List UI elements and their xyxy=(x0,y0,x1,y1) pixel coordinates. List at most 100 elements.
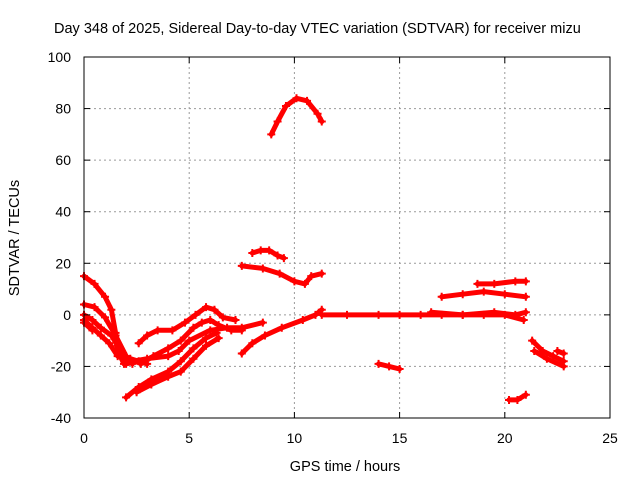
series-track-7 xyxy=(136,316,246,368)
data-point xyxy=(176,367,185,376)
x-tick-label: 25 xyxy=(602,430,618,446)
data-point xyxy=(521,308,530,317)
data-point xyxy=(490,279,499,288)
data-point xyxy=(134,339,143,348)
data-point xyxy=(202,303,211,312)
x-tick-label: 5 xyxy=(185,430,193,446)
series-line xyxy=(474,278,529,287)
data-point xyxy=(317,310,326,319)
y-tick-label: 0 xyxy=(63,307,71,323)
data-point xyxy=(143,331,152,340)
data-point xyxy=(136,359,145,368)
data-point xyxy=(122,359,131,368)
data-point xyxy=(90,303,99,312)
data-point xyxy=(197,318,206,327)
data-point xyxy=(210,305,219,314)
data-point xyxy=(317,117,326,126)
series-track-16 xyxy=(374,359,404,374)
x-tick-label: 20 xyxy=(497,430,513,446)
data-point xyxy=(248,248,257,257)
data-point xyxy=(96,323,105,332)
data-point xyxy=(511,310,520,319)
y-tick-label: -40 xyxy=(51,410,71,426)
data-point xyxy=(490,308,499,317)
data-point xyxy=(185,336,194,345)
data-point xyxy=(189,323,198,332)
data-point xyxy=(202,334,211,343)
data-point xyxy=(174,346,183,355)
series-track-17 xyxy=(437,287,530,301)
x-tick-label: 0 xyxy=(80,430,88,446)
data-point xyxy=(237,261,246,270)
data-point xyxy=(168,326,177,335)
data-point xyxy=(395,365,404,374)
data-point xyxy=(277,323,286,332)
data-point xyxy=(237,326,246,335)
x-tick-label: 10 xyxy=(287,430,303,446)
data-point xyxy=(298,316,307,325)
data-point xyxy=(374,310,383,319)
series-line xyxy=(81,320,95,333)
data-point xyxy=(273,251,282,260)
data-point xyxy=(256,246,265,255)
data-point xyxy=(202,341,211,350)
series-track-9 xyxy=(132,334,223,397)
chart-title: Day 348 of 2025, Sidereal Day-to-day VTE… xyxy=(54,21,581,37)
data-point xyxy=(132,388,141,397)
data-point xyxy=(505,395,514,404)
data-point xyxy=(231,316,240,325)
data-point xyxy=(437,292,446,301)
grid-lines xyxy=(84,57,610,418)
data-point xyxy=(279,254,288,263)
x-tick-label: 15 xyxy=(392,430,408,446)
data-point xyxy=(374,359,383,368)
series-track-11 xyxy=(237,261,326,288)
data-point xyxy=(214,334,223,343)
data-point xyxy=(260,331,269,340)
data-point xyxy=(206,316,215,325)
y-tick-label: 20 xyxy=(55,255,71,271)
data-point xyxy=(542,354,551,363)
data-point xyxy=(519,316,528,325)
data-point xyxy=(317,269,326,278)
data-point xyxy=(258,318,267,327)
data-point xyxy=(218,313,227,322)
data-point xyxy=(88,326,97,335)
data-point xyxy=(107,305,116,314)
data-point xyxy=(191,310,200,319)
data-point xyxy=(281,101,290,110)
data-point xyxy=(313,109,322,118)
data-point xyxy=(416,310,425,319)
data-point xyxy=(96,331,105,340)
data-point xyxy=(189,354,198,363)
data-point xyxy=(107,331,116,340)
data-point xyxy=(101,292,110,301)
data-point xyxy=(88,316,97,325)
data-point xyxy=(237,349,246,358)
y-axis-label: SDTVAR / TECUs xyxy=(7,180,23,296)
x-axis-label: GPS time / hours xyxy=(290,459,400,475)
data-point xyxy=(176,357,185,366)
y-tick-label: 80 xyxy=(55,101,71,117)
data-point xyxy=(101,313,110,322)
series-track-10 xyxy=(237,305,326,358)
series-line xyxy=(249,247,287,261)
data-point xyxy=(265,246,274,255)
y-tick-label: 100 xyxy=(48,49,72,65)
series-track-21 xyxy=(530,346,568,371)
y-tick-label: 40 xyxy=(55,204,71,220)
series-track-15 xyxy=(427,308,530,319)
y-tick-label: -20 xyxy=(51,358,71,374)
data-point xyxy=(164,352,173,361)
data-point xyxy=(559,362,568,371)
data-point xyxy=(458,290,467,299)
data-point xyxy=(189,344,198,353)
series-track-18 xyxy=(473,277,530,288)
data-point xyxy=(153,326,162,335)
series-track-19 xyxy=(505,390,530,404)
data-point xyxy=(206,326,215,335)
data-point xyxy=(343,310,351,319)
data-point xyxy=(473,279,482,288)
data-point xyxy=(122,393,131,402)
